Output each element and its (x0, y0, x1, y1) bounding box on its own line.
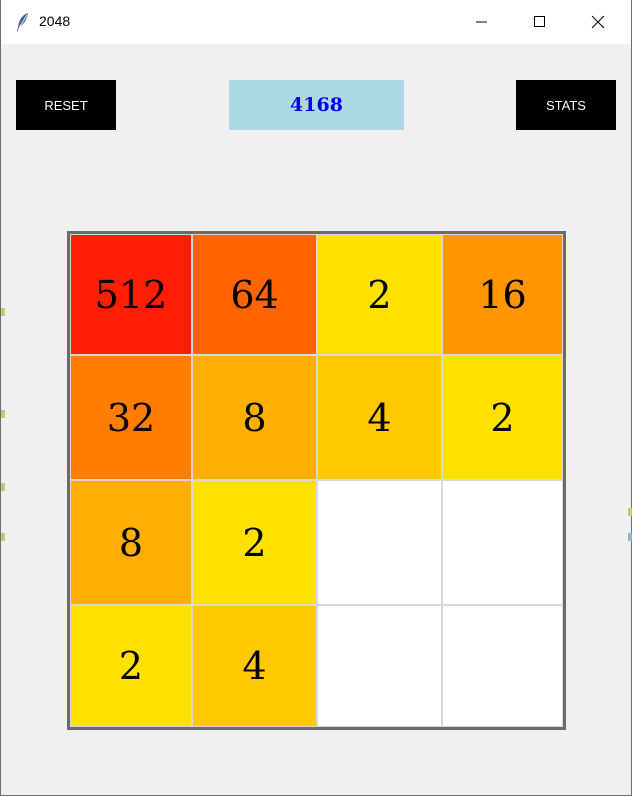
tile-512: 512 (70, 234, 192, 355)
maximize-icon (534, 16, 545, 27)
tile-2: 2 (192, 480, 317, 605)
game-board[interactable]: 512 64 2 16 32 8 4 2 8 2 2 4 (67, 231, 566, 730)
empty-tile (442, 605, 563, 727)
tile-4: 4 (317, 355, 442, 480)
tile-64: 64 (192, 234, 317, 355)
stats-button[interactable]: STATS (516, 80, 616, 130)
edge-mark (1, 308, 5, 316)
maximize-button[interactable] (511, 0, 569, 44)
edge-mark (1, 533, 5, 541)
minimize-icon (476, 21, 487, 23)
minimize-button[interactable] (453, 0, 511, 44)
tile-32: 32 (70, 355, 192, 480)
empty-tile (317, 605, 442, 727)
edge-mark (1, 410, 5, 418)
tile-grid: 512 64 2 16 32 8 4 2 8 2 2 4 (70, 234, 563, 727)
tile-4: 4 (192, 605, 317, 727)
tile-2: 2 (442, 355, 563, 480)
tile-8: 8 (192, 355, 317, 480)
feather-icon (15, 12, 31, 32)
reset-button[interactable]: RESET (16, 80, 116, 130)
empty-tile (442, 480, 563, 605)
score-display: 4168 (229, 80, 404, 130)
close-icon (591, 15, 605, 29)
tile-16: 16 (442, 234, 563, 355)
edge-mark (628, 533, 632, 541)
close-button[interactable] (569, 0, 627, 44)
tile-2: 2 (70, 605, 192, 727)
empty-tile (317, 480, 442, 605)
edge-mark (1, 483, 5, 491)
edge-mark (628, 508, 632, 516)
title-bar[interactable]: 2048 (1, 0, 631, 44)
tile-2: 2 (317, 234, 442, 355)
window-title: 2048 (39, 13, 71, 29)
tile-8: 8 (70, 480, 192, 605)
